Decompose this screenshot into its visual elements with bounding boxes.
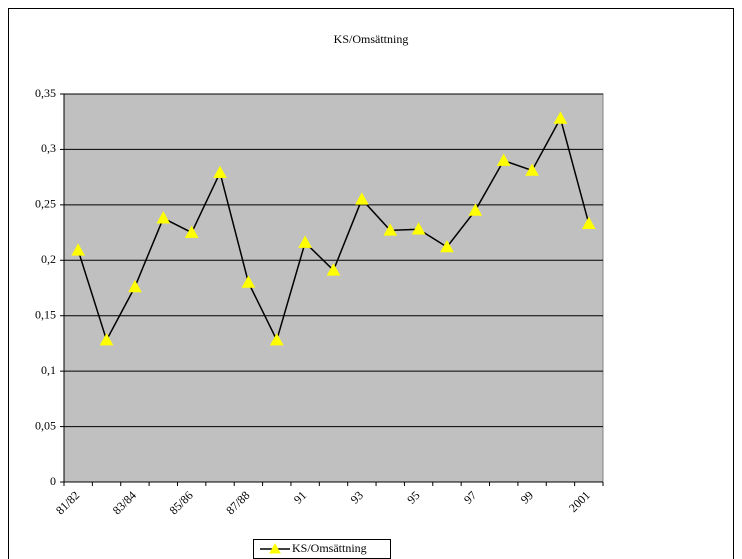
data-marker — [383, 223, 398, 236]
legend-label: KS/Omsättning — [292, 541, 367, 555]
y-tick-label: 0,05 — [35, 418, 56, 432]
y-tick-label: 0,15 — [35, 307, 56, 321]
data-marker — [496, 153, 511, 166]
plot-area — [63, 93, 604, 483]
y-tick-label: 0,35 — [35, 86, 56, 100]
data-marker — [213, 165, 227, 179]
y-tick-label: 0,2 — [41, 252, 56, 266]
data-marker — [298, 235, 312, 248]
data-marker — [468, 203, 483, 216]
data-marker — [525, 163, 539, 176]
data-marker — [241, 275, 256, 288]
chart-title: KS/Omsättning — [334, 32, 409, 46]
y-tick-label: 0,1 — [41, 363, 56, 377]
data-marker — [156, 211, 171, 224]
data-marker — [411, 222, 426, 235]
data-marker — [269, 333, 284, 346]
data-marker — [71, 243, 86, 256]
data-marker — [99, 333, 114, 346]
data-marker — [128, 279, 142, 293]
y-tick-label: 0,3 — [41, 141, 56, 155]
data-marker — [326, 263, 341, 276]
y-tick-label: 0 — [50, 474, 56, 488]
legend-marker — [269, 542, 281, 554]
data-marker — [184, 225, 199, 238]
y-tick-label: 0,25 — [35, 197, 56, 211]
data-marker — [553, 111, 568, 124]
data-marker — [440, 239, 454, 253]
data-marker — [581, 216, 596, 230]
data-marker — [355, 192, 369, 205]
